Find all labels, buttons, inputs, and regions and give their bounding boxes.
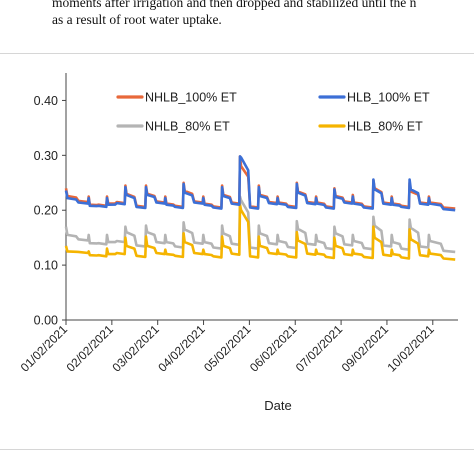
x-tick-label: 03/02/2021 <box>109 322 162 375</box>
bottom-divider <box>0 449 474 450</box>
x-tick-label: 09/02/2021 <box>339 322 392 375</box>
top-divider <box>0 53 474 54</box>
x-tick-label: 07/02/2021 <box>293 322 346 375</box>
figure-caption: moments after irrigation and then droppe… <box>52 0 472 28</box>
x-tick-label: 06/02/2021 <box>247 322 300 375</box>
y-tick-label: 0.40 <box>34 94 58 108</box>
x-tick-label: 10/02/2021 <box>385 322 438 375</box>
series-line-hlb-100 <box>64 155 456 212</box>
x-tick-label: 01/02/2021 <box>18 322 71 375</box>
legend-label: HLB_80% ET <box>347 120 423 134</box>
legend-label: NHLB_80% ET <box>145 120 230 134</box>
caption-line-2: as a result of root water uptake. <box>52 12 222 27</box>
x-axis-label: Date <box>264 398 291 413</box>
y-tick-label: 0.30 <box>34 149 58 163</box>
caption-line-1: moments after irrigation and then droppe… <box>52 0 417 10</box>
x-tick-label: 02/02/2021 <box>64 322 117 375</box>
y-tick-label: 0.20 <box>34 204 58 218</box>
chart-series <box>64 155 456 261</box>
y-tick-label: 0.10 <box>34 259 58 273</box>
chart-legend: NHLB_100% ET HLB_100% ET NHLB_80% ET HLB_80… <box>116 91 430 134</box>
legend-label: HLB_100% ET <box>347 91 430 105</box>
series-line-hlb-80 <box>64 203 456 261</box>
x-tick-label: 05/02/2021 <box>201 322 254 375</box>
y-tick-label: 0.00 <box>34 314 58 328</box>
legend-label: NHLB_100% ET <box>145 91 237 105</box>
x-tick-label: 04/02/2021 <box>155 322 208 375</box>
chart-axes: 0.00 0.10 0.20 0.30 0.40 01/02/202102/02/2021… <box>18 73 458 375</box>
